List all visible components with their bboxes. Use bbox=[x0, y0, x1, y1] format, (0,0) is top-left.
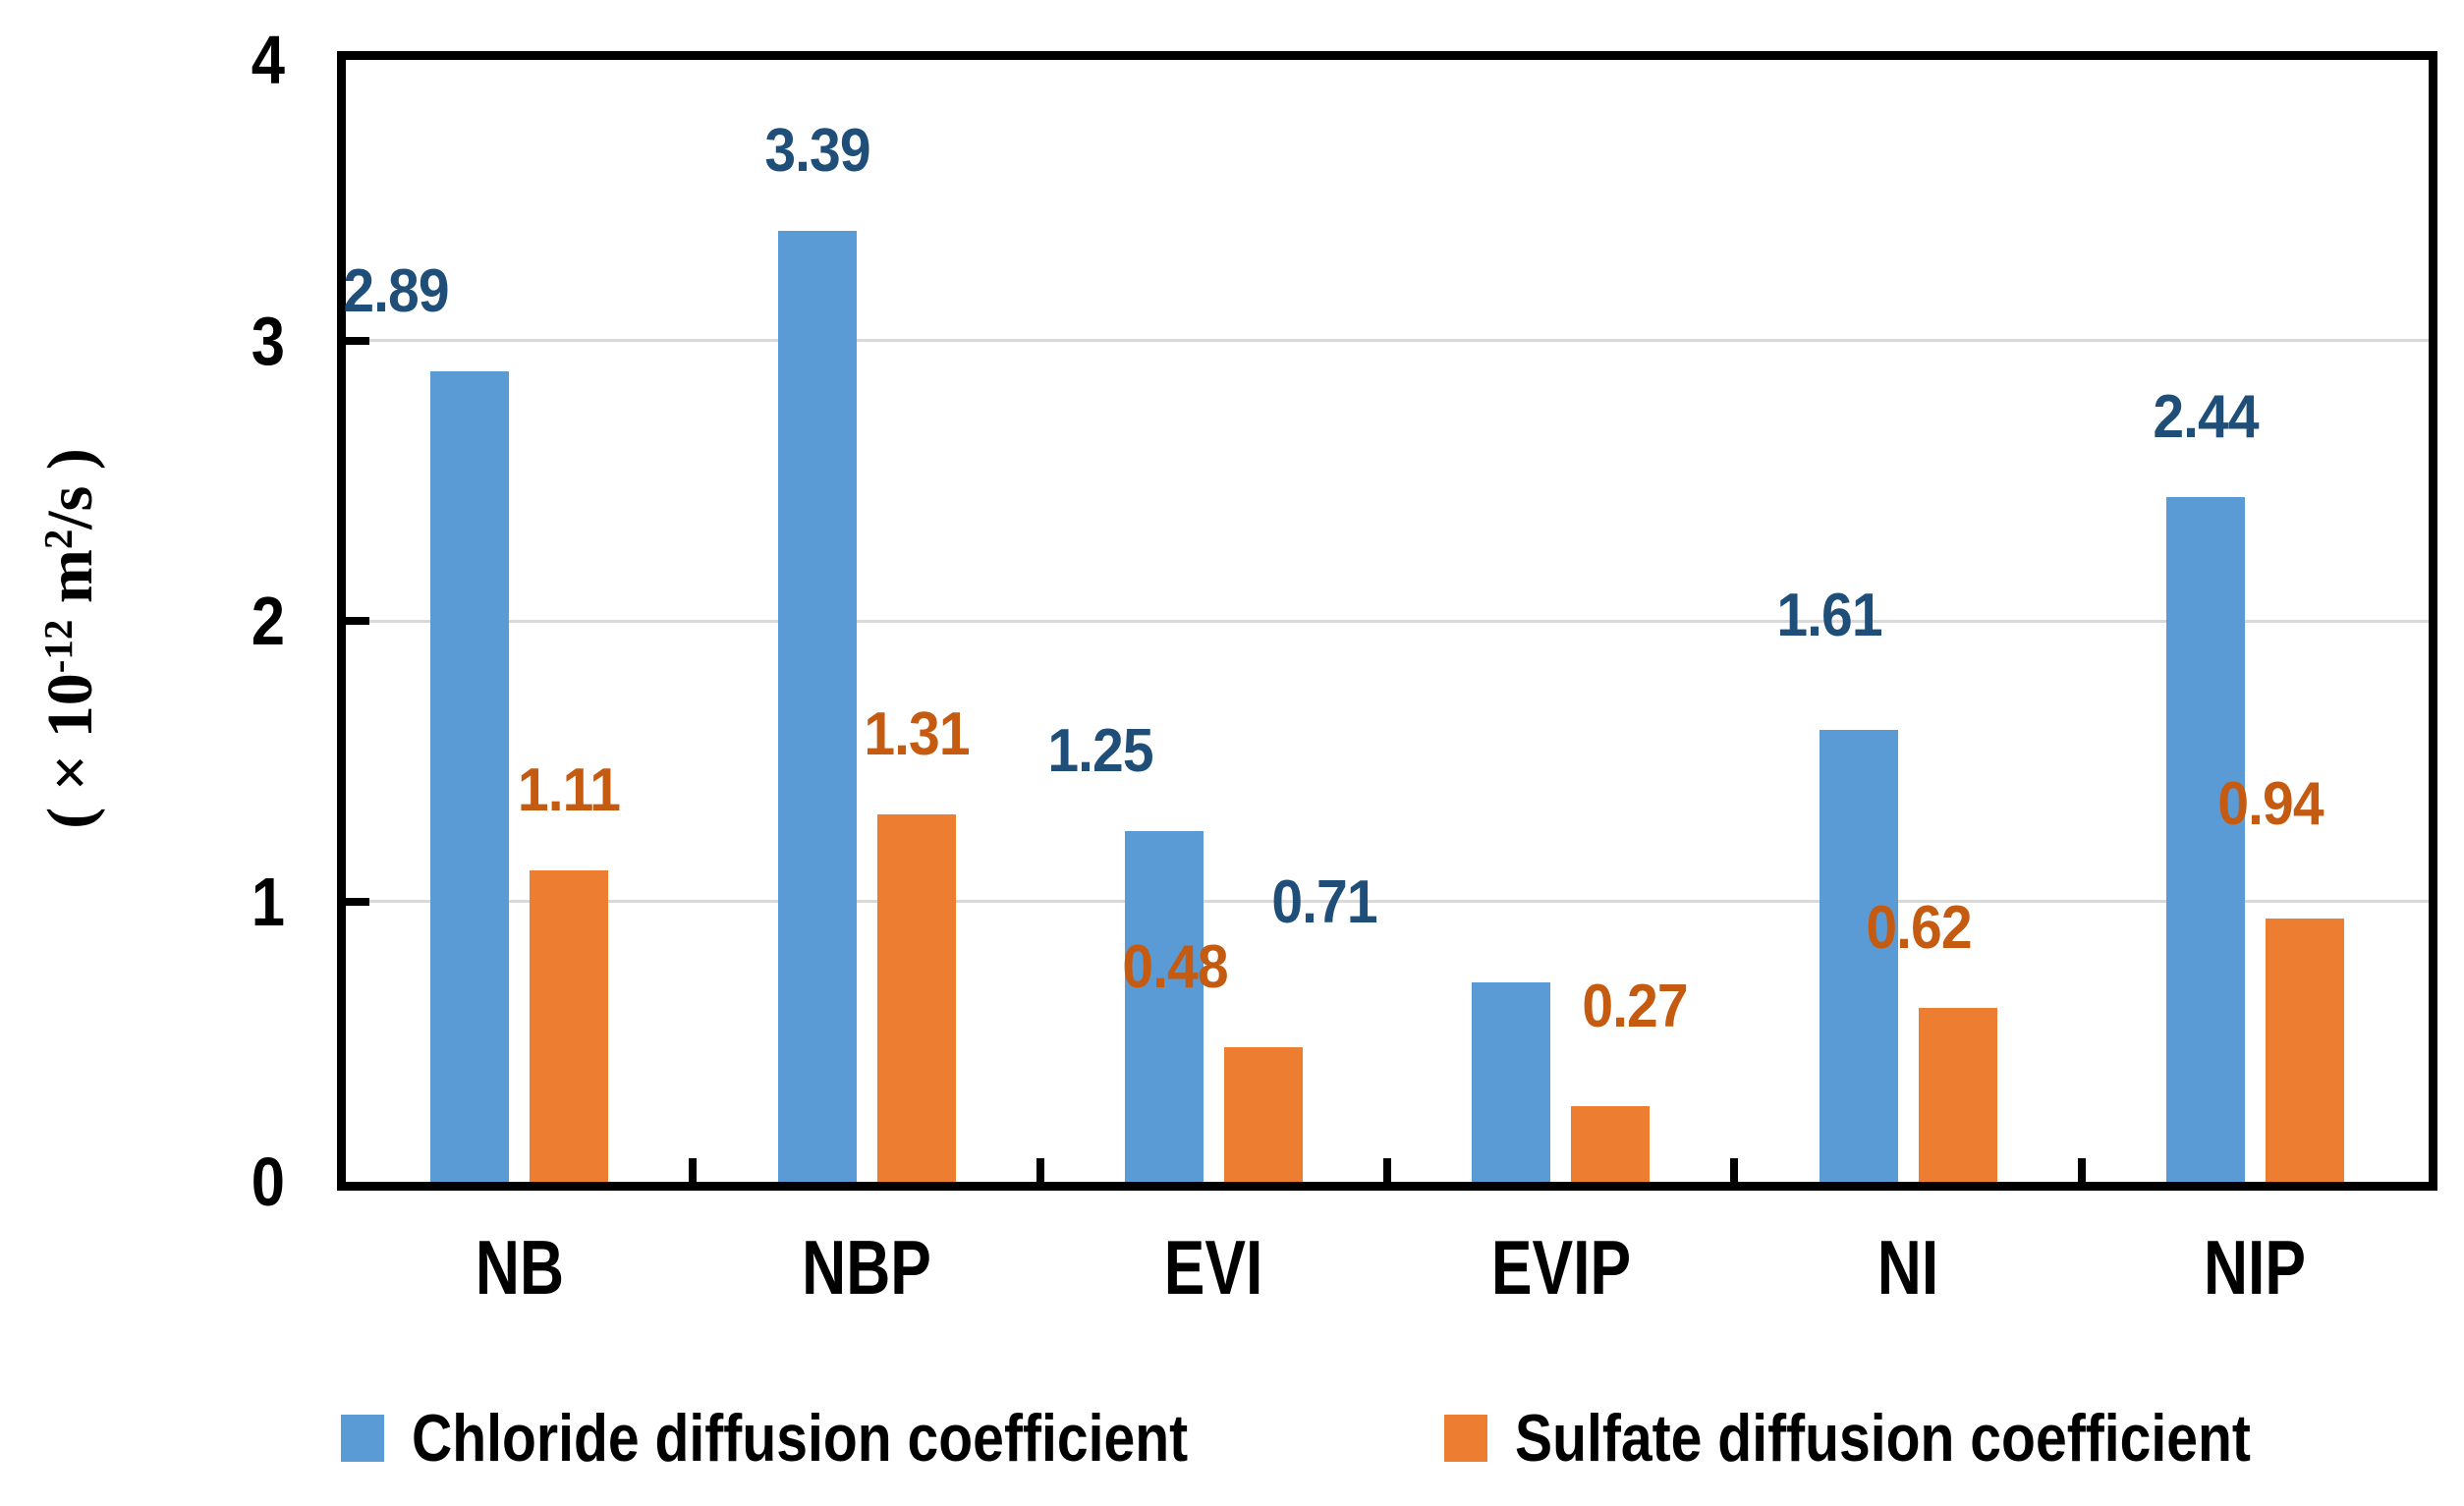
y-axis-tick bbox=[346, 897, 369, 906]
data-label: 1.25 bbox=[1047, 717, 1153, 786]
data-label: 0.94 bbox=[2217, 769, 2324, 838]
gridline bbox=[346, 900, 2429, 903]
data-label: 2.89 bbox=[343, 256, 449, 325]
bar-sulfate-evip bbox=[1571, 1105, 1651, 1182]
gridline bbox=[346, 619, 2429, 623]
legend-label-chloride: Chloride diffusion coefficient bbox=[412, 1401, 1189, 1476]
plot-inner: 2.89 3.39 1.25 0.71 1.61 2.44 1.11 1.31 0.48 0.27… bbox=[343, 60, 2429, 1182]
gridline bbox=[346, 339, 2429, 342]
data-label: 0.62 bbox=[1865, 894, 1972, 962]
data-label: 0.27 bbox=[1582, 972, 1688, 1040]
data-label: 1.61 bbox=[1775, 582, 1882, 650]
y-axis-tick bbox=[346, 617, 369, 625]
y-axis-title-part: m bbox=[34, 549, 106, 620]
y-tick-label: 2 bbox=[251, 583, 285, 659]
y-axis-title-part: /s ) bbox=[34, 448, 106, 530]
data-label: 0.48 bbox=[1122, 932, 1228, 1001]
bar-sulfate-ni bbox=[1918, 1008, 1997, 1182]
x-axis-tick bbox=[1383, 1158, 1391, 1182]
data-label: 2.44 bbox=[2153, 383, 2259, 452]
y-tick-label: 3 bbox=[251, 302, 285, 379]
y-axis-title-part: ( × 10 bbox=[34, 673, 106, 829]
bar-sulfate-nbp bbox=[876, 814, 956, 1182]
y-tick-label: 0 bbox=[251, 1143, 285, 1220]
data-label: 1.11 bbox=[518, 756, 621, 825]
legend-swatch-sulfate bbox=[1444, 1415, 1487, 1462]
x-category-label-evip: EVIP bbox=[1490, 1224, 1631, 1311]
bar-sulfate-nb bbox=[530, 870, 609, 1182]
y-axis-title-superscript-exponent: -12 bbox=[35, 619, 81, 674]
x-category-label-nb: NB bbox=[475, 1224, 564, 1311]
x-axis-tick bbox=[689, 1158, 698, 1182]
y-axis-tick bbox=[346, 336, 369, 345]
data-label: 0.71 bbox=[1271, 868, 1377, 937]
x-axis-tick bbox=[1730, 1158, 1739, 1182]
y-tick-label: 4 bbox=[251, 22, 285, 98]
data-label: 3.39 bbox=[763, 117, 870, 186]
bar-chloride-ni bbox=[1819, 730, 1898, 1182]
bar-chloride-evi bbox=[1124, 831, 1204, 1182]
bar-sulfate-nip bbox=[2265, 918, 2344, 1182]
y-axis-title: ( × 10-12 m2/s ) bbox=[33, 448, 108, 829]
bar-sulfate-evi bbox=[1223, 1046, 1303, 1182]
legend-item-chloride: Chloride diffusion coefficient bbox=[341, 1401, 1336, 1476]
plot-area: 2.89 3.39 1.25 0.71 1.61 2.44 1.11 1.31 0.48 0.27… bbox=[337, 51, 2437, 1191]
x-category-label-nbp: NBP bbox=[802, 1224, 931, 1311]
x-axis-tick bbox=[2077, 1158, 2086, 1182]
bar-chloride-nbp bbox=[777, 231, 857, 1182]
legend-label-sulfate: Sulfate diffusion coefficient bbox=[1515, 1401, 2251, 1476]
x-axis-tick bbox=[1036, 1158, 1044, 1182]
y-tick-label: 1 bbox=[251, 863, 285, 940]
y-axis-title-superscript-squared: 2 bbox=[35, 529, 81, 550]
legend-item-sulfate: Sulfate diffusion coefficient bbox=[1444, 1401, 2391, 1476]
x-category-label-nip: NIP bbox=[2204, 1224, 2307, 1311]
bar-chloride-evip bbox=[1472, 982, 1551, 1182]
x-category-label-ni: NI bbox=[1876, 1224, 1939, 1311]
bar-chloride-nip bbox=[2165, 497, 2245, 1182]
bar-chloride-nb bbox=[430, 370, 510, 1182]
x-category-label-evi: EVI bbox=[1164, 1224, 1263, 1311]
data-label: 1.31 bbox=[863, 700, 970, 768]
legend-swatch-chloride bbox=[341, 1415, 384, 1462]
